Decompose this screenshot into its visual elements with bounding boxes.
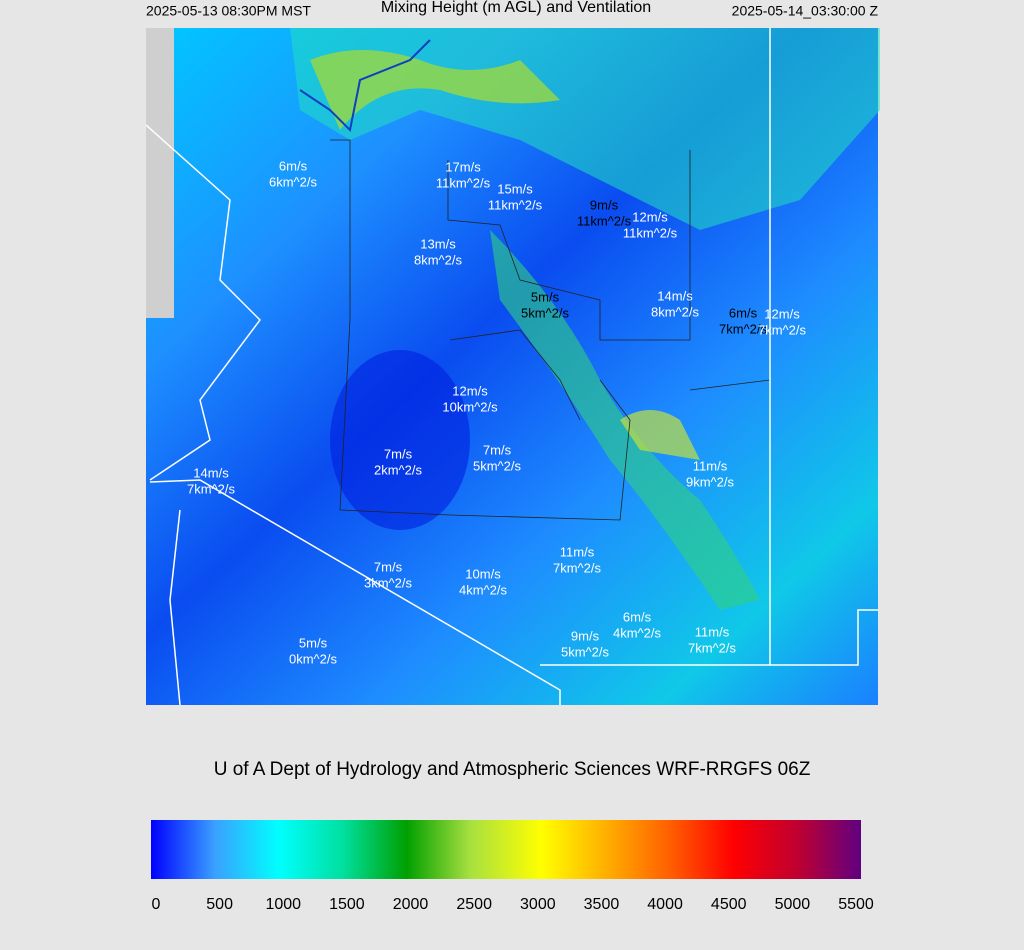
station-ventilation: 11km^2/s xyxy=(436,175,491,190)
station-wind: 14m/s xyxy=(193,465,229,480)
utc-time: 2025-05-14_03:30:00 Z xyxy=(732,3,879,19)
station-wind: 13m/s xyxy=(420,236,456,251)
county-line xyxy=(330,139,631,521)
colorbar-tick-label: 4000 xyxy=(647,896,683,913)
station-wind: 5m/s xyxy=(299,635,328,650)
station-wind: 12m/s xyxy=(764,306,800,321)
state-border xyxy=(145,28,878,706)
river xyxy=(299,39,431,133)
map-title: Mixing Height (m AGL) and Ventilation xyxy=(381,0,651,16)
station-ventilation: 7km^2/s xyxy=(719,321,768,336)
station-wind: 9m/s xyxy=(571,628,600,643)
station-ventilation: 8km^2/s xyxy=(651,304,700,319)
colorbar: 0 500 1000 1500 2000 2500 3000 3500 4000 4500 5000… xyxy=(151,820,874,913)
colorbar-tick-label: 1000 xyxy=(265,896,301,913)
station-ventilation: 7km^2/s xyxy=(688,640,737,655)
station-ventilation: 6km^2/s xyxy=(269,174,318,189)
colorbar-tick-label: 5500 xyxy=(838,896,874,913)
station-wind: 5m/s xyxy=(531,289,560,304)
low-area xyxy=(330,350,470,530)
station-wind: 7m/s xyxy=(384,446,413,461)
local-time: 2025-05-13 08:30PM MST xyxy=(146,3,311,19)
station-ventilation: 7km^2/s xyxy=(758,322,807,337)
station-ventilation: 2km^2/s xyxy=(374,462,423,477)
colorbar-tick-label: 4500 xyxy=(711,896,747,913)
station-ventilation: 4km^2/s xyxy=(459,582,508,597)
colorbar-tick-label: 1500 xyxy=(329,896,365,913)
map-nodata xyxy=(146,28,174,318)
station-ventilation: 9km^2/s xyxy=(686,474,735,489)
station-wind: 6m/s xyxy=(729,305,758,320)
station-wind: 9m/s xyxy=(590,197,619,212)
colorbar-tick-label: 3500 xyxy=(584,896,620,913)
station-ventilation: 11km^2/s xyxy=(623,225,678,240)
station-wind: 6m/s xyxy=(279,158,308,173)
station-ventilation: 5km^2/s xyxy=(561,644,610,659)
station-ventilation: 3km^2/s xyxy=(364,575,413,590)
station-ventilation: 7km^2/s xyxy=(553,560,602,575)
station-wind: 11m/s xyxy=(693,458,728,473)
station-wind: 12m/s xyxy=(632,209,668,224)
colorbar-tick-label: 3000 xyxy=(520,896,556,913)
station-wind: 11m/s xyxy=(560,544,595,559)
station-wind: 7m/s xyxy=(374,559,403,574)
station-ventilation: 11km^2/s xyxy=(577,213,632,228)
colorbar-tick-label: 2500 xyxy=(456,896,492,913)
terrain-band xyxy=(620,410,700,460)
colorbar-tick-label: 0 xyxy=(152,896,161,913)
terrain-band xyxy=(310,50,560,130)
station-wind: 15m/s xyxy=(497,181,533,196)
station-ventilation: 11km^2/s xyxy=(488,197,543,212)
station-ventilation: 0km^2/s xyxy=(289,651,338,666)
station-ventilation: 4km^2/s xyxy=(613,625,662,640)
station-wind: 14m/s xyxy=(657,288,693,303)
colorbar-scale xyxy=(151,820,861,879)
station-ventilation: 5km^2/s xyxy=(473,458,522,473)
station-ventilation: 10km^2/s xyxy=(442,399,498,414)
station-ventilation: 5km^2/s xyxy=(521,305,570,320)
station-wind: 10m/s xyxy=(465,566,501,581)
colorbar-tick-label: 5000 xyxy=(775,896,811,913)
colorbar-tick-label: 500 xyxy=(206,896,233,913)
station-ventilation: 8km^2/s xyxy=(414,252,463,267)
credit: U of A Dept of Hydrology and Atmospheric… xyxy=(214,759,811,780)
station-wind: 7m/s xyxy=(483,442,512,457)
colorbar-tick-label: 2000 xyxy=(393,896,429,913)
station-wind: 17m/s xyxy=(445,159,481,174)
station-wind: 12m/s xyxy=(452,383,488,398)
station-ventilation: 7km^2/s xyxy=(187,481,236,496)
station-wind: 11m/s xyxy=(695,624,730,639)
county-line xyxy=(447,150,771,421)
station-wind: 6m/s xyxy=(623,609,652,624)
